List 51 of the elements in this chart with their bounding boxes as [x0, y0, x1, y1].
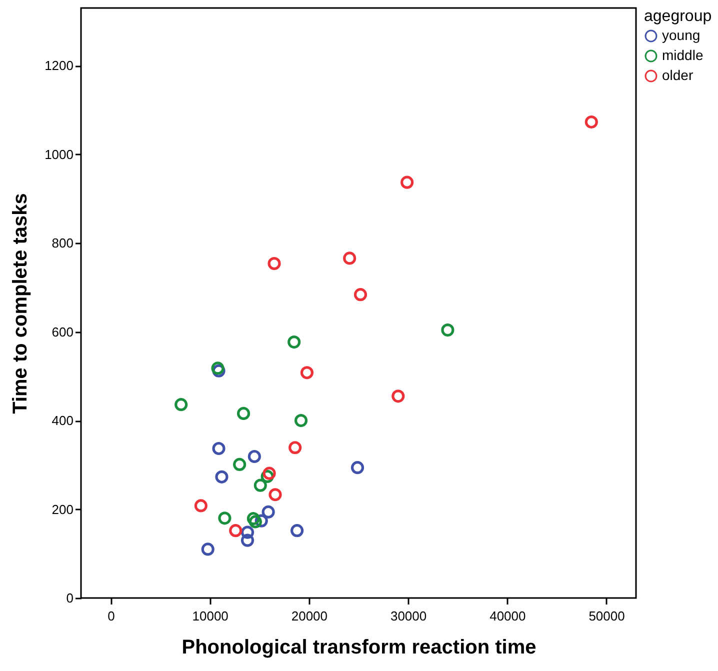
point	[194, 499, 208, 512]
point	[248, 515, 262, 528]
point	[236, 406, 250, 420]
point	[288, 336, 301, 349]
point	[240, 534, 254, 547]
x-tick-label: 10000	[192, 608, 228, 624]
legend-label: middle	[662, 47, 704, 63]
point	[290, 524, 304, 538]
point	[262, 505, 275, 518]
point	[254, 478, 267, 492]
point	[294, 414, 308, 428]
point	[233, 458, 246, 472]
point	[262, 466, 276, 480]
point	[343, 252, 356, 265]
x-tick-label: 0	[108, 608, 115, 624]
point	[246, 512, 260, 526]
point	[400, 176, 414, 189]
point	[268, 488, 282, 502]
y-tick-label: 400	[52, 413, 74, 428]
y-axis-title: Time to complete tasks	[10, 193, 32, 414]
x-tick-label: 40000	[490, 608, 526, 624]
y-tick-label: 0	[66, 590, 74, 606]
point	[441, 324, 454, 337]
x-axis-title: Phonological transform reaction time	[182, 636, 536, 658]
point	[584, 115, 598, 129]
point	[354, 288, 368, 302]
point	[288, 441, 302, 454]
point	[218, 512, 232, 525]
point	[300, 366, 314, 380]
point	[201, 542, 214, 556]
x-tick-label: 20000	[291, 608, 328, 624]
point	[240, 526, 254, 539]
x-tick-label: 50000	[588, 608, 625, 624]
point	[248, 450, 261, 464]
y-tick-label: 800	[52, 236, 74, 251]
legend-label: young	[662, 27, 700, 43]
x-tick-label: 30000	[390, 608, 427, 624]
point	[215, 470, 228, 484]
point	[174, 398, 188, 412]
legend-label: older	[662, 67, 694, 83]
y-tick-label: 600	[52, 324, 74, 340]
point	[229, 524, 242, 538]
y-tick-label: 1200	[44, 58, 74, 74]
y-tick-label: 1000	[44, 146, 74, 162]
point	[268, 256, 281, 270]
point	[350, 461, 364, 474]
legend-title: agegroup	[644, 8, 712, 25]
point	[211, 362, 224, 375]
point	[212, 442, 226, 456]
point	[392, 390, 405, 403]
y-tick-label: 200	[52, 502, 74, 517]
